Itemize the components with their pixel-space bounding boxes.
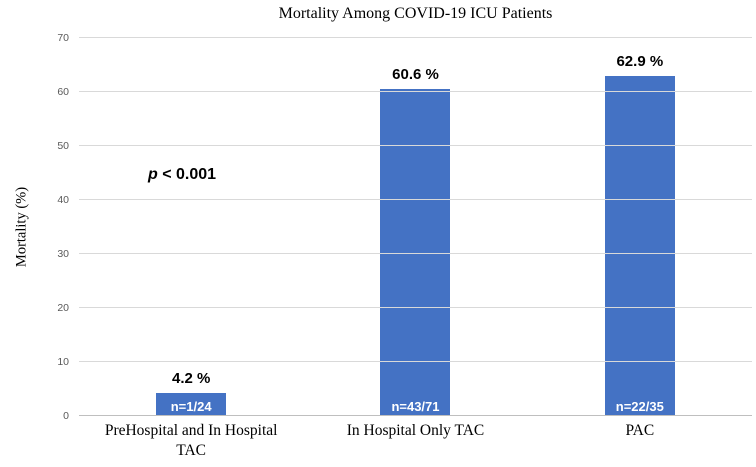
y-tick-label: 0 — [63, 410, 69, 422]
bar-n-label: n=43/71 — [391, 399, 440, 414]
bar: n=22/35 — [604, 76, 675, 416]
chart-title: Mortality Among COVID-19 ICU Patients — [278, 5, 553, 22]
bar-value-label: 60.6 % — [392, 65, 439, 83]
gridline — [79, 253, 752, 254]
bar-n-label: n=22/35 — [615, 399, 664, 414]
plot-area: n=1/24 4.2 % n=43/71 60.6 % n=22/35 62.9 % 0 1… — [57, 32, 752, 422]
y-axis-label: Mortality (%) — [13, 186, 30, 268]
gridline — [79, 307, 752, 308]
x-axis-line — [79, 415, 752, 416]
y-tick-label: 70 — [57, 32, 69, 44]
x-axis-label: PreHospital and In Hospital TAC — [104, 422, 278, 460]
x-label-slot: In Hospital Only TAC — [303, 421, 527, 461]
bar-slot: n=43/71 60.6 % — [303, 38, 527, 416]
x-axis-labels: PreHospital and In Hospital TAC In Hospit… — [79, 421, 752, 461]
x-axis-label: In Hospital Only TAC — [346, 422, 485, 439]
gridline — [79, 37, 752, 38]
gridline — [79, 361, 752, 362]
bar-n-label: n=1/24 — [170, 399, 212, 414]
y-tick-label: 10 — [57, 356, 69, 368]
y-tick-label: 40 — [57, 194, 69, 206]
bar-slot: n=1/24 4.2 % — [79, 38, 303, 416]
bar: n=1/24 — [156, 393, 227, 416]
x-label-slot: PreHospital and In Hospital TAC — [79, 421, 303, 461]
p-symbol: p — [148, 166, 158, 183]
y-tick-label: 60 — [57, 86, 69, 98]
bars-row: n=1/24 4.2 % n=43/71 60.6 % n=22/35 62.9 % — [79, 38, 752, 416]
gridline — [79, 91, 752, 92]
p-value-annotation: p < 0.001 — [148, 166, 216, 184]
x-label-slot: PAC — [528, 421, 752, 461]
gridline — [79, 199, 752, 200]
y-tick-label: 20 — [57, 302, 69, 314]
gridline — [79, 145, 752, 146]
y-tick-label: 50 — [57, 140, 69, 152]
x-axis-label: PAC — [625, 422, 655, 439]
p-value-text: < 0.001 — [157, 166, 217, 183]
bar-value-label: 62.9 % — [616, 53, 664, 71]
y-tick-label: 30 — [57, 248, 69, 260]
bar-slot: n=22/35 62.9 % — [528, 38, 752, 416]
bar-value-label: 4.2 % — [171, 370, 211, 388]
